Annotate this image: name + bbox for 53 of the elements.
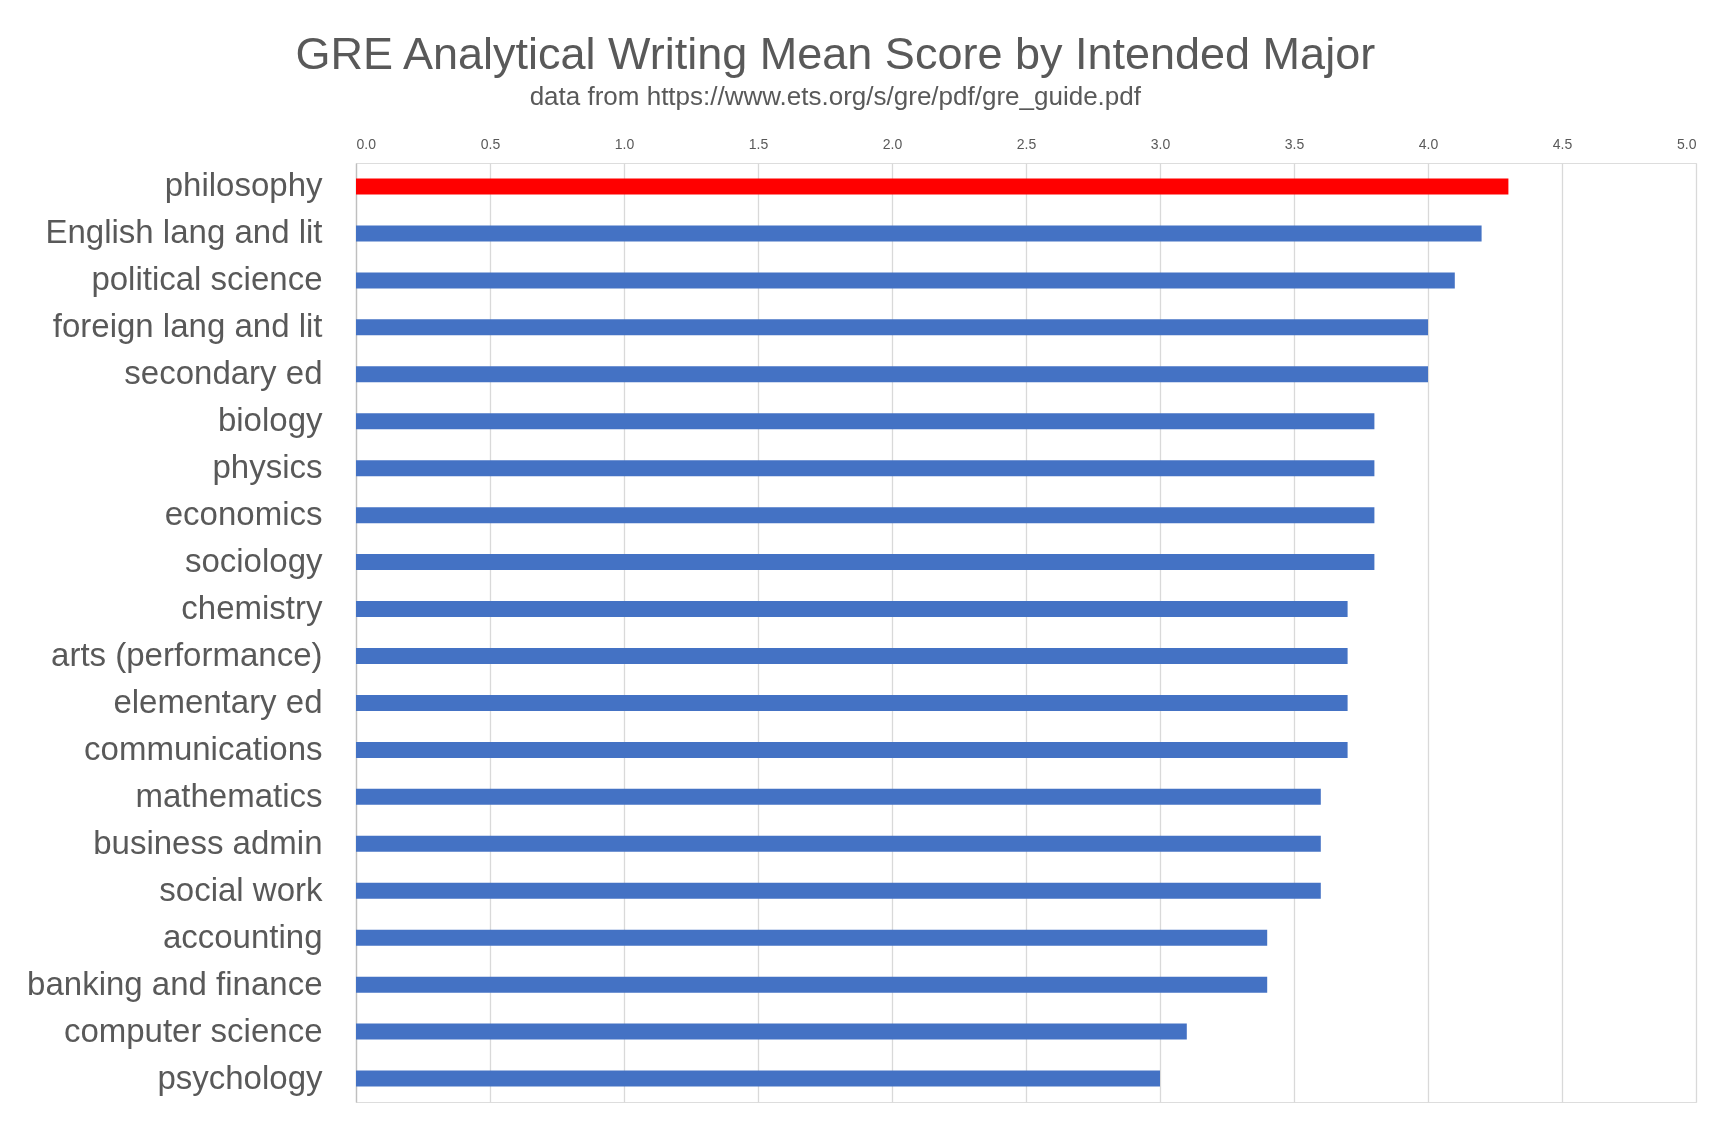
y-tick-label: banking and finance	[27, 964, 323, 1002]
y-tick-label: English lang and lit	[45, 213, 323, 251]
y-tick-label: communications	[84, 729, 323, 767]
x-tick-label: 2.5	[1016, 135, 1037, 152]
y-tick-label: foreign lang and lit	[52, 307, 323, 345]
y-tick-label: sociology	[184, 542, 323, 580]
y-tick-label: business admin	[93, 823, 323, 861]
bar	[356, 225, 1482, 242]
y-tick-label: psychology	[157, 1058, 323, 1096]
y-tick-label: biology	[217, 401, 323, 439]
bar	[356, 929, 1268, 946]
y-tick-label: computer science	[63, 1011, 323, 1049]
x-tick-label: 3.0	[1150, 135, 1171, 152]
y-tick-label: social work	[159, 870, 323, 908]
y-tick-label: mathematics	[135, 776, 323, 814]
y-tick-label: arts (performance)	[51, 635, 323, 673]
y-tick-label: political science	[91, 260, 323, 298]
bar	[356, 741, 1348, 758]
bar	[356, 1070, 1160, 1087]
x-tick-label: 4.0	[1418, 135, 1439, 152]
chart-title: GRE Analytical Writing Mean Score by Intended Major	[295, 28, 1376, 79]
bar	[356, 272, 1455, 289]
bar	[356, 647, 1348, 664]
x-tick-label: 2.0	[882, 135, 903, 152]
bar	[356, 788, 1321, 805]
bar	[356, 319, 1428, 336]
x-tick-label: 0.0	[356, 135, 377, 152]
x-tick-label: 0.5	[480, 135, 501, 152]
x-tick-label: 5.0	[1677, 135, 1697, 152]
x-tick-label: 3.5	[1284, 135, 1305, 152]
bar	[356, 694, 1348, 711]
y-tick-label: economics	[164, 495, 323, 533]
y-tick-label: elementary ed	[113, 682, 323, 720]
bar	[356, 601, 1348, 618]
bar	[356, 882, 1321, 899]
bar	[356, 1023, 1187, 1040]
x-tick-label: 4.5	[1552, 135, 1573, 152]
x-tick-label: 1.0	[614, 135, 635, 152]
chart-subtitle: data from https://www.ets.org/s/gre/pdf/gre_guide.pdf	[529, 81, 1142, 111]
x-tick-label: 1.5	[748, 135, 769, 152]
bar	[356, 554, 1375, 571]
bar	[356, 976, 1268, 993]
y-tick-label: philosophy	[164, 166, 323, 204]
y-tick-label: accounting	[162, 917, 323, 955]
y-tick-label: chemistry	[181, 589, 323, 627]
bar	[356, 507, 1375, 524]
y-tick-label: physics	[212, 448, 323, 486]
bar	[356, 460, 1375, 477]
bar	[356, 835, 1321, 852]
y-tick-label: secondary ed	[124, 354, 323, 392]
bar	[356, 178, 1509, 195]
bar	[356, 413, 1375, 430]
bar	[356, 366, 1428, 383]
